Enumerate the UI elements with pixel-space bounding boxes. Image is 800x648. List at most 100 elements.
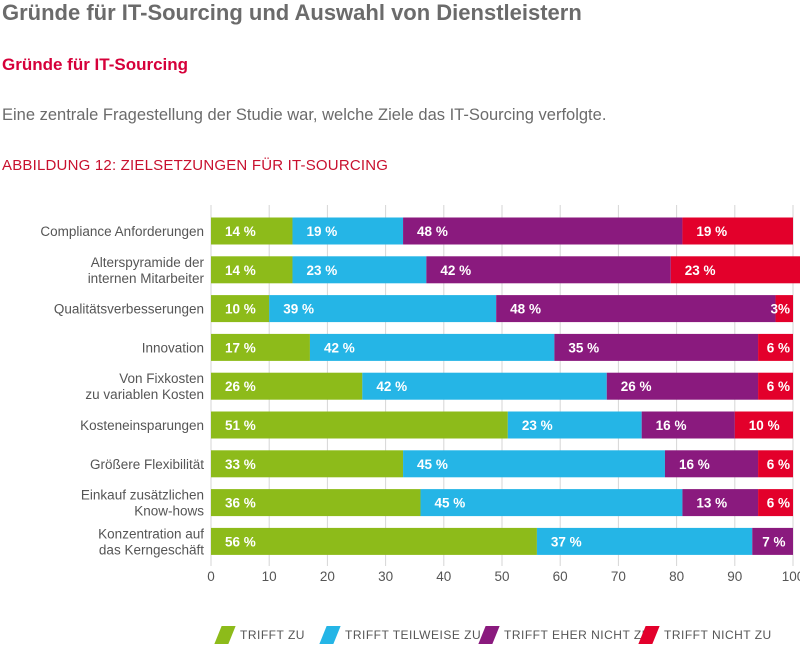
x-tick-label: 80	[669, 569, 684, 584]
bar-segment	[211, 411, 508, 439]
bar-segment	[670, 256, 800, 284]
bar-segment	[403, 450, 665, 478]
data-label: 14 %	[225, 224, 256, 239]
legend-item-eher-nicht: TRIFFT EHER NICHT ZU	[478, 625, 651, 645]
figure-label: ABBILDUNG 12: ZIELSETZUNGEN FÜR IT-SOURC…	[2, 157, 389, 174]
bar-segment	[420, 489, 683, 517]
bar-segment	[292, 256, 427, 284]
data-label: 14 %	[225, 263, 256, 278]
bar-segment	[211, 450, 404, 478]
bar-segment	[292, 217, 404, 245]
x-tick-label: 70	[611, 569, 626, 584]
legend-item-nicht: TRIFFT NICHT ZU	[638, 625, 772, 645]
legend-item-trifft-zu: TRIFFT ZU	[214, 625, 305, 645]
bar-segment	[211, 333, 310, 361]
data-label: 23 %	[522, 418, 553, 433]
data-label: 17 %	[225, 340, 256, 355]
page-title: Gründe für IT-Sourcing und Auswahl von D…	[2, 0, 582, 25]
data-label: 6 %	[767, 457, 790, 472]
x-tick-label: 60	[553, 569, 568, 584]
intro-text: Eine zentrale Fragestellung der Studie w…	[2, 106, 607, 124]
category-label: Von Fixkosten	[119, 371, 204, 386]
x-tick-label: 40	[436, 569, 451, 584]
data-label: 56 %	[225, 534, 256, 549]
data-label: 19 %	[696, 224, 727, 239]
data-label: 26 %	[225, 379, 256, 394]
bar-segment	[211, 527, 537, 555]
data-label: 48 %	[510, 302, 541, 317]
bar-segment	[758, 450, 793, 478]
x-tick-label: 90	[727, 569, 742, 584]
bar-segment	[682, 217, 793, 245]
legend-label: TRIFFT NICHT ZU	[664, 628, 772, 642]
legend-item-teilweise: TRIFFT TEILWEISE ZU	[319, 625, 482, 645]
data-label: 42 %	[324, 340, 355, 355]
data-label: 36 %	[225, 496, 256, 511]
bar-segment	[403, 217, 683, 245]
category-label: zu variablen Kosten	[85, 387, 204, 402]
legend-label: TRIFFT EHER NICHT ZU	[504, 628, 651, 642]
data-label: 45 %	[435, 496, 466, 511]
bar-segment	[606, 372, 759, 400]
data-label: 6 %	[767, 340, 790, 355]
bar-segment	[426, 256, 671, 284]
bar-segment	[496, 295, 776, 323]
bar-segment	[211, 295, 270, 323]
data-label: 16 %	[656, 418, 687, 433]
bar-segment	[536, 527, 753, 555]
data-label: 35 %	[568, 340, 599, 355]
data-label: 42 %	[376, 379, 407, 394]
bar-segment	[309, 333, 555, 361]
bar-segment	[211, 372, 363, 400]
category-label: das Kerngeschäft	[99, 542, 204, 557]
x-tick-label: 10	[262, 569, 277, 584]
bar-segment	[775, 295, 793, 323]
bar-segment	[758, 372, 793, 400]
category-label: Compliance Anforderungen	[40, 224, 204, 239]
legend-label: TRIFFT TEILWEISE ZU	[345, 628, 482, 642]
x-tick-label: 50	[494, 569, 509, 584]
data-label: 19 %	[306, 224, 337, 239]
bar-segment	[758, 489, 793, 517]
category-label: Innovation	[142, 340, 204, 355]
data-label: 3%	[770, 302, 790, 317]
data-label: 45 %	[417, 457, 448, 472]
x-tick-label: 30	[378, 569, 393, 584]
bar-segment	[269, 295, 497, 323]
bar-segment	[554, 333, 759, 361]
legend-label: TRIFFT ZU	[240, 628, 305, 642]
x-tick-label: 0	[207, 569, 215, 584]
bar-segment	[211, 217, 293, 245]
data-label: 6 %	[767, 379, 790, 394]
category-label: Alterspyramide der	[91, 255, 205, 270]
bar-segment	[682, 489, 759, 517]
bar-segment	[507, 411, 642, 439]
bar-segment	[664, 450, 759, 478]
category-label: Konzentration auf	[98, 526, 204, 541]
bar-segment	[752, 527, 793, 555]
data-label: 23 %	[306, 263, 337, 278]
data-label: 37 %	[551, 534, 582, 549]
data-label: 10 %	[225, 302, 256, 317]
data-label: 48 %	[417, 224, 448, 239]
data-label: 6 %	[767, 496, 790, 511]
data-label: 13 %	[696, 496, 727, 511]
stacked-bar-chart: 14 % 19 % 48 % 19 % Compliance Anforderungen…	[40, 205, 800, 584]
bar-segment	[734, 411, 793, 439]
bar-segment	[211, 489, 421, 517]
x-tick-label: 100	[782, 569, 800, 584]
category-label: Einkauf zusätzlichen	[81, 488, 204, 503]
data-label: 39 %	[283, 302, 314, 317]
category-label: Größere Flexibilität	[90, 457, 204, 472]
data-label: 51 %	[225, 418, 256, 433]
data-label: 26 %	[621, 379, 652, 394]
data-label: 7 %	[762, 534, 785, 549]
category-label: Qualitätsverbesserungen	[54, 302, 204, 317]
legend-swatch-teilweise	[319, 626, 341, 644]
data-label: 42 %	[440, 263, 471, 278]
bar-segment	[758, 333, 793, 361]
category-label: Know-hows	[134, 504, 204, 519]
data-label: 33 %	[225, 457, 256, 472]
x-tick-label: 20	[320, 569, 335, 584]
legend-swatch-nicht	[638, 626, 660, 644]
